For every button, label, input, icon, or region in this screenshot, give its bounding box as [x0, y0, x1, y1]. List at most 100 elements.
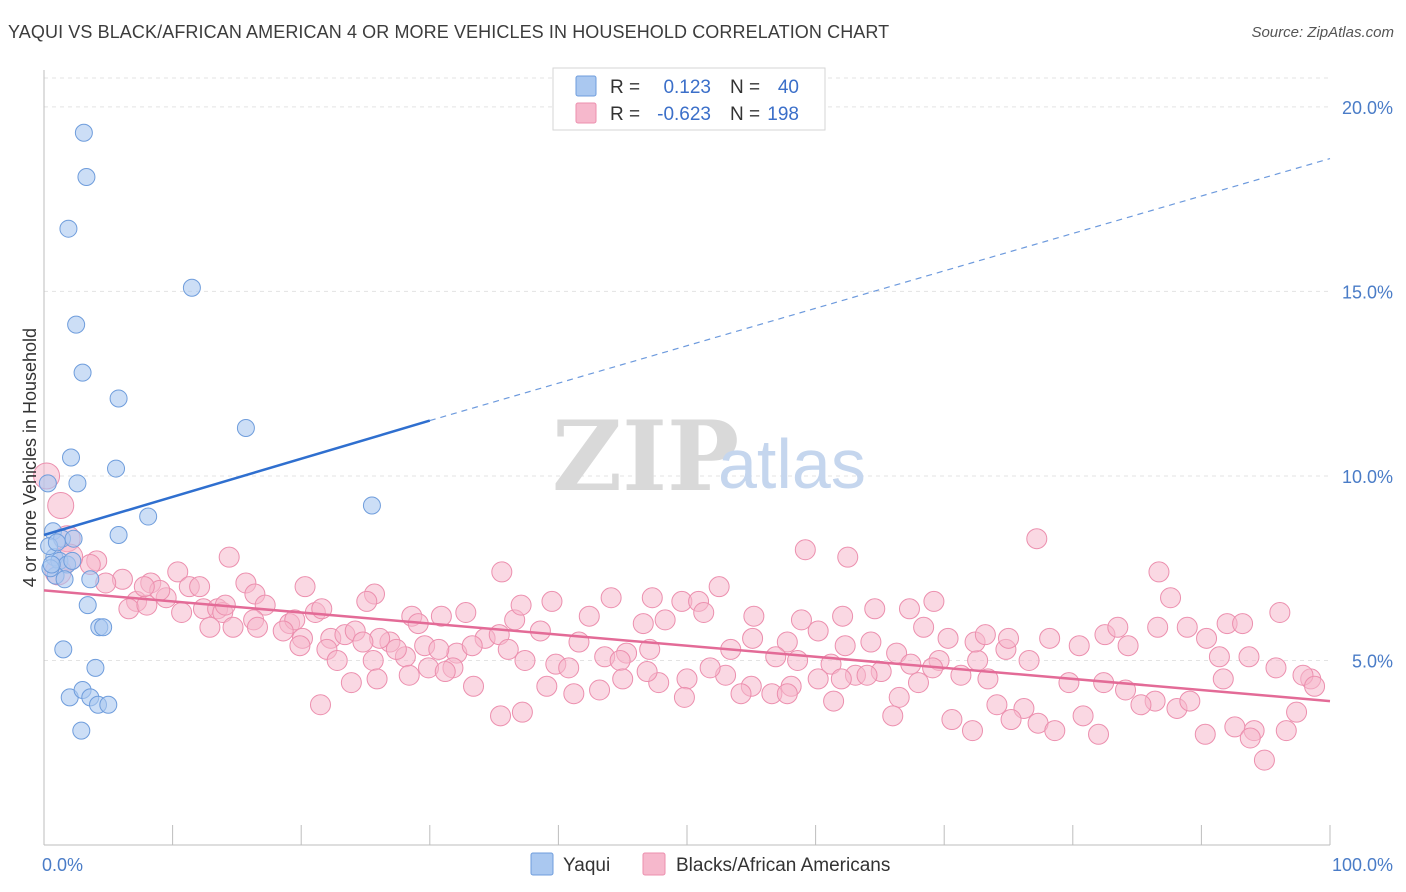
point-black-171: [434, 661, 456, 683]
point-black-10: [95, 572, 117, 594]
point-black-121: [898, 598, 920, 620]
point-yaqui-6: [109, 389, 128, 408]
legend-r-value-yaqui: 0.123: [663, 77, 711, 98]
point-black-176: [673, 686, 695, 708]
point-black-118: [790, 609, 812, 631]
point-black-194: [1304, 675, 1326, 697]
point-black-112: [1176, 616, 1198, 638]
point-black-152: [907, 672, 929, 694]
point-black-177: [636, 661, 658, 683]
point-black-53: [600, 587, 622, 609]
legend-n-label-black: N =: [730, 104, 760, 125]
legend-swatch-black: [575, 102, 597, 124]
point-black-125: [837, 546, 859, 568]
point-black-117: [743, 605, 765, 627]
point-black-111: [1147, 616, 1169, 638]
x-tick-label-1: 100.0%: [1332, 855, 1393, 875]
point-black-127: [1148, 561, 1170, 583]
point-black-188: [1130, 694, 1152, 716]
series-black-points: [33, 462, 1326, 771]
point-black-82: [246, 616, 268, 638]
point-black-108: [1068, 635, 1090, 657]
bottom-legend-label-black: Blacks/African Americans: [676, 855, 890, 876]
point-black-173: [366, 668, 388, 690]
point-yaqui-17: [109, 526, 128, 544]
point-black-190: [1212, 668, 1234, 690]
point-yaqui-3: [182, 278, 201, 297]
point-black-156: [807, 668, 829, 690]
point-yaqui-29: [86, 658, 105, 677]
point-black-172: [398, 664, 420, 686]
stats-legend: R = 0.123 N = 40 R = -0.623 N = 198: [552, 67, 826, 131]
y-axis-label: 4 or more Vehicles in Household: [20, 328, 40, 587]
point-black-68: [497, 638, 519, 660]
bottom-legend-swatch-yaqui: [530, 852, 554, 876]
point-black-149: [977, 668, 999, 690]
point-black-162: [676, 668, 698, 690]
point-black-189: [1179, 690, 1201, 712]
point-black-122: [923, 590, 945, 612]
point-black-192: [1253, 749, 1275, 771]
point-black-155: [830, 668, 852, 690]
point-yaqui-12: [362, 496, 381, 515]
trend-lines: [43, 157, 1331, 703]
legend-r-value-black: -0.623: [657, 104, 711, 125]
point-black-178: [730, 683, 752, 705]
point-yaqui-2: [59, 219, 78, 238]
point-black-154: [856, 664, 878, 686]
point-yaqui-34: [99, 695, 118, 714]
point-black-175: [309, 694, 331, 716]
point-yaqui-11: [38, 474, 57, 493]
watermark-zip: ZIP: [552, 400, 739, 513]
point-black-96: [913, 616, 935, 638]
point-black-140: [1194, 723, 1216, 745]
point-black-1: [47, 491, 75, 519]
trend-black: [43, 589, 1331, 703]
trend-yaqui-dashed: [429, 157, 1331, 422]
point-black-58: [693, 602, 715, 623]
y-tick-label-1: 10.0%: [1342, 467, 1393, 487]
point-black-23: [356, 590, 378, 612]
point-black-66: [428, 638, 450, 660]
point-black-153: [888, 686, 910, 708]
point-black-84: [189, 576, 211, 598]
point-yaqui-38: [42, 555, 61, 574]
chart-title: YAQUI VS BLACK/AFRICAN AMERICAN 4 OR MOR…: [8, 22, 890, 42]
point-black-25: [118, 598, 140, 620]
point-yaqui-39: [63, 551, 82, 570]
point-black-106: [1018, 649, 1040, 671]
point-black-69: [514, 649, 536, 671]
point-black-34: [199, 616, 221, 638]
legend-r-label-black: R =: [610, 104, 640, 125]
point-black-179: [776, 683, 798, 705]
point-black-80: [362, 649, 384, 671]
point-black-169: [490, 705, 512, 727]
point-black-168: [511, 701, 533, 723]
point-black-59: [632, 613, 654, 635]
point-black-86: [133, 576, 155, 598]
point-black-115: [1238, 646, 1260, 668]
point-black-164: [612, 668, 634, 690]
point-black-54: [641, 587, 663, 609]
point-black-35: [272, 620, 294, 642]
point-yaqui-4: [67, 315, 86, 334]
y-tick-label-3: 20.0%: [1342, 98, 1393, 118]
point-black-94: [860, 631, 882, 653]
point-black-130: [974, 624, 996, 646]
point-black-119: [832, 605, 854, 627]
point-black-185: [1044, 720, 1066, 742]
point-black-181: [882, 705, 904, 727]
watermark: ZIP atlas: [552, 400, 866, 513]
point-black-88: [742, 627, 764, 649]
point-black-186: [1072, 705, 1094, 727]
bottom-legend-swatch-black: [642, 852, 666, 876]
bottom-legend-label-yaqui: Yaqui: [563, 855, 610, 876]
point-yaqui-16: [64, 529, 83, 548]
legend-r-label-yaqui: R =: [610, 77, 640, 98]
point-black-44: [529, 620, 551, 642]
point-black-182: [941, 709, 963, 731]
trend-yaqui-solid: [43, 419, 431, 537]
legend-swatch-yaqui: [575, 75, 597, 97]
point-black-166: [563, 683, 585, 705]
